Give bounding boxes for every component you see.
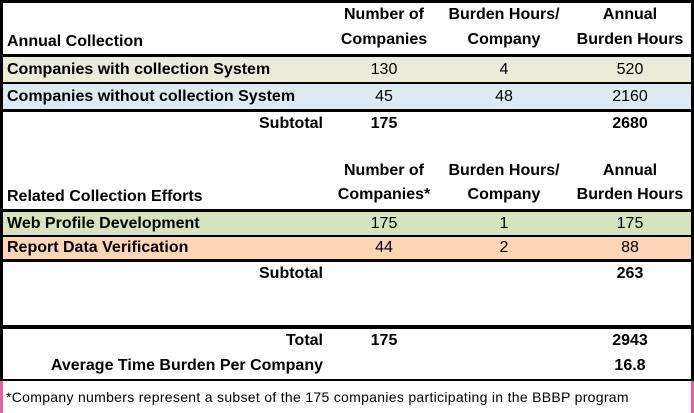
col-header-line: Burden Hours/ [448,6,560,23]
burden-table: Annual Collection Number of Companies Bu… [0,0,694,381]
cell-annual-hours: 175 [616,214,644,232]
empty-cell [439,329,569,353]
col-header-line: Company [467,31,541,48]
col-header-line: Companies [340,31,428,48]
col-header-burden-hours-per-company: Burden Hours/ Company [439,3,569,54]
col-header-line: Company [467,186,541,203]
subtotal-annual-hours: 263 [616,265,644,282]
table-row-web-profile-development: Web Profile Development 175 1 175 [3,212,691,237]
total-annual-hours: 2943 [612,332,648,349]
cell-hours-per-company: 4 [499,60,509,78]
col-header-burden-hours-per-company: Burden Hours/ Company [439,161,569,209]
cell-hours-per-company: 48 [495,87,513,105]
average-value: 16.8 [614,357,646,374]
subtotal-label: Subtotal [259,115,323,132]
section2-header-row: Related Collection Efforts Number of Com… [3,161,691,212]
subtotal-annual-hours: 2680 [612,115,648,132]
cell-annual-hours: 2160 [612,87,648,105]
section1-title: Annual Collection [7,33,143,50]
section1-subtotal-row: Subtotal 175 2680 [3,112,691,136]
cell-companies: 45 [375,87,393,105]
col-header-line: Number of [344,6,424,23]
cell-hours-per-company: 2 [499,239,509,256]
row-label: Companies with collection System [7,60,271,78]
col-header-line: Annual [602,162,658,179]
col-header-line: Annual [602,6,658,23]
cell-hours-per-company: 1 [499,214,509,232]
spacer-row [3,286,691,329]
total-companies: 175 [370,332,398,349]
subtotal-label: Subtotal [259,265,323,282]
total-label: Total [285,332,323,349]
cell-companies: 130 [370,60,398,78]
col-header-annual-burden-hours: Annual Burden Hours [569,3,691,54]
empty-cell [329,353,439,379]
section2-title: Related Collection Efforts [7,188,203,205]
empty-cell [439,112,569,136]
row-label: Companies without collection System [7,87,296,105]
spacer-row [3,136,691,161]
col-header-line: Burden Hours [576,186,684,203]
col-header-annual-burden-hours: Annual Burden Hours [569,161,691,209]
cell-companies: 44 [375,239,393,256]
empty-cell [439,262,569,286]
empty-cell [439,353,569,379]
average-row: Average Time Burden Per Company 16.8 [3,353,691,379]
table-row-companies-with-system: Companies with collection System 130 4 5… [3,57,691,84]
col-header-line: Number of [344,162,424,179]
cell-companies: 175 [370,214,398,232]
col-header-line: Burden Hours/ [448,162,560,179]
col-header-number-of-companies-asterisk: Number of Companies* [329,161,439,209]
row-label: Web Profile Development [7,214,200,232]
footnote-text: *Company numbers represent a subset of t… [6,389,629,405]
row-label: Report Data Verification [7,239,189,256]
empty-cell [329,262,439,286]
section2-subtotal-row: Subtotal 263 [3,262,691,286]
total-row: Total 175 2943 [3,329,691,353]
col-header-line: Companies* [337,186,431,203]
table-row-companies-without-system: Companies without collection System 45 4… [3,84,691,112]
col-header-number-of-companies: Number of Companies [329,3,439,54]
col-header-line: Burden Hours [576,31,684,48]
cell-annual-hours: 520 [616,60,644,78]
cell-annual-hours: 88 [621,239,639,256]
section1-header-row: Annual Collection Number of Companies Bu… [3,3,691,57]
footnote: *Company numbers represent a subset of t… [0,381,694,413]
subtotal-companies: 175 [370,115,398,132]
table-row-report-data-verification: Report Data Verification 44 2 88 [3,237,691,262]
average-label: Average Time Burden Per Company [50,357,323,374]
